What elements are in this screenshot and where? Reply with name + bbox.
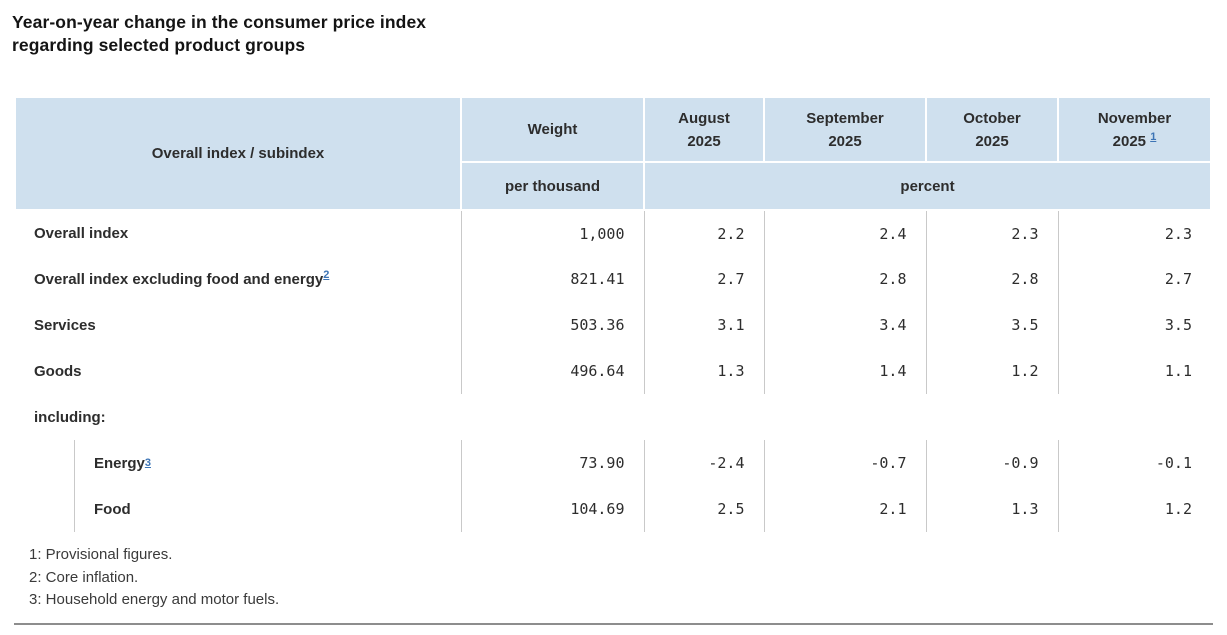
row-label: Energy 3 [15,440,461,486]
footnote-link-1[interactable]: 1 [1150,130,1157,143]
month-name: November [1097,109,1172,127]
column-header-september: September 2025 [763,96,927,163]
column-header-october: October 2025 [925,96,1059,163]
percent-value-october: 2.8 [925,256,1058,302]
weight-value: 73.90 [460,440,644,486]
month-year: 2025 1 [1112,130,1157,150]
percent-value-november: 3.5 [1057,302,1211,348]
row-label: Overall index [15,210,461,256]
footnote-link-3[interactable]: 3 [144,457,151,469]
footnote-link-2[interactable]: 2 [323,268,330,281]
footnote-1: 1: Provisional figures. [29,546,173,563]
percent-value-november: -0.1 [1057,440,1211,486]
percent-value-november: 2.7 [1057,256,1211,302]
row-label-text: Food [94,500,131,518]
table-row: Services 503.36 3.1 3.4 3.5 3.5 [15,302,1211,348]
month-year: 2025 [828,132,862,150]
column-header-august: August 2025 [643,96,765,163]
percent-value-august: 2.5 [643,486,764,532]
weight-value: 821.41 [460,256,644,302]
percent-value-august: 3.1 [643,302,764,348]
percent-value-september: 2.1 [763,486,926,532]
percent-value-october: 1.3 [925,486,1058,532]
page-title-line2: regarding selected product groups [12,34,306,55]
row-label: Goods [15,348,461,394]
footnote-superscript: 2 [323,269,329,281]
percent-value-august: -2.4 [643,440,764,486]
percent-value-november: 2.3 [1057,210,1211,256]
percent-value-november: 1.1 [1057,348,1211,394]
row-label-text: Overall index [34,225,129,242]
header-row-months: Overall index / subindex Weight August 20… [14,96,1212,211]
footnote-superscript: 1 [1150,131,1156,143]
column-header-weight: Weight [460,96,645,163]
percent-value-august: 2.2 [643,210,764,256]
row-label: Services [15,302,461,348]
percent-value-september: -0.7 [763,440,926,486]
weight-value: 104.69 [460,486,644,532]
percent-value-october: 2.3 [925,210,1058,256]
section-row: including: [15,394,1211,440]
sub-row-wrap: Food [74,486,461,532]
percent-value-october: -0.9 [925,440,1058,486]
cpi-table: Overall index / subindex Weight August 20… [14,96,1212,532]
month-year: 2025 [687,132,721,150]
percent-value-september: 1.4 [763,348,926,394]
column-header-november: November 2025 1 [1057,96,1212,163]
section-label: including: [34,408,106,426]
month-name: October [963,109,1021,127]
row-label-text: Overall index excluding food and energy [34,270,324,288]
percent-value-october: 3.5 [925,302,1058,348]
footnotes: 1: Provisional figures. 2: Core inflation… [29,544,1213,612]
month-name: August [678,109,730,127]
table-row: Overall index excluding food and energy2… [15,256,1211,302]
footnote-2: 2: Core inflation. [29,568,139,586]
unit-percent: percent [643,161,1212,211]
page-title: Year-on-year change in the consumer pric… [12,11,1213,56]
page-title-line1: Year-on-year change in the consumer pric… [12,12,427,32]
row-label: Food [15,486,461,532]
table-row: Food 104.69 2.5 2.1 1.3 1.2 [15,486,1211,532]
row-label-text: Energy [94,454,145,472]
weight-value: 1,000 [460,210,644,256]
percent-value-october: 1.2 [925,348,1058,394]
table-row: Energy 3 73.90 -2.4 -0.7 -0.9 -0.1 [15,440,1211,486]
header-row-units: per thousand percent [15,161,1212,211]
weight-value: 503.36 [460,302,644,348]
percent-value-september: 2.8 [763,256,926,302]
sub-row-wrap: Energy 3 [74,440,461,486]
percent-value-august: 1.3 [643,348,764,394]
weight-value: 496.64 [460,348,644,394]
row-label-text: Goods [34,362,82,380]
table-row: Overall index 1,000 2.2 2.4 2.3 2.3 [15,210,1211,256]
column-header-index-subindex: Overall index / subindex [14,96,462,211]
row-label: Overall index excluding food and energy2 [15,256,461,302]
unit-per-thousand: per thousand [460,161,645,211]
table-row: Goods 496.64 1.3 1.4 1.2 1.1 [15,348,1211,394]
percent-value-november: 1.2 [1057,486,1211,532]
bottom-divider [14,622,1213,625]
percent-value-september: 2.4 [763,210,926,256]
month-name: September [806,109,884,127]
footnote-3: 3: Household energy and motor fuels. [29,591,280,608]
month-year: 2025 [975,132,1009,150]
row-label-text: Services [34,316,96,334]
percent-value-august: 2.7 [643,256,764,302]
percent-value-september: 3.4 [763,302,926,348]
